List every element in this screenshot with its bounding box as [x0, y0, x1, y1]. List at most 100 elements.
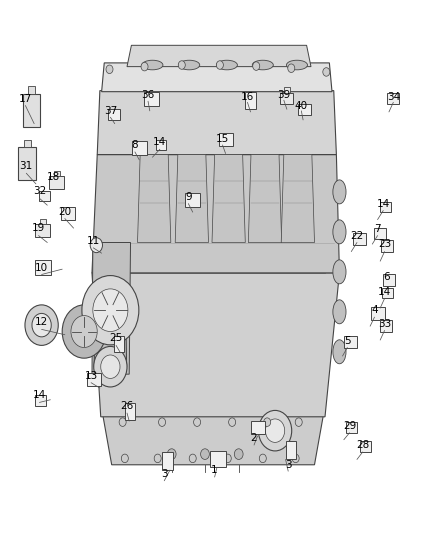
FancyBboxPatch shape [87, 373, 101, 386]
Circle shape [292, 454, 299, 463]
Circle shape [178, 61, 185, 69]
Circle shape [141, 62, 148, 71]
FancyBboxPatch shape [387, 93, 399, 104]
FancyBboxPatch shape [125, 403, 135, 420]
FancyBboxPatch shape [382, 288, 393, 298]
Text: 2: 2 [251, 433, 258, 443]
Circle shape [265, 419, 285, 442]
FancyBboxPatch shape [35, 260, 51, 275]
Text: 19: 19 [32, 223, 45, 233]
FancyBboxPatch shape [251, 421, 265, 434]
Text: 6: 6 [383, 272, 390, 282]
Polygon shape [97, 91, 336, 155]
Text: 39: 39 [277, 90, 290, 100]
FancyBboxPatch shape [39, 191, 50, 201]
FancyBboxPatch shape [286, 441, 296, 459]
Text: 4: 4 [371, 305, 378, 315]
Bar [35, 224, 50, 237]
Circle shape [101, 355, 120, 378]
Text: 9: 9 [185, 192, 192, 202]
Polygon shape [103, 416, 323, 465]
Ellipse shape [333, 340, 346, 364]
Text: 14: 14 [378, 287, 391, 297]
FancyBboxPatch shape [35, 395, 46, 406]
Text: 18: 18 [47, 172, 60, 182]
Bar [23, 94, 40, 127]
Text: 23: 23 [378, 239, 391, 249]
Text: 14: 14 [377, 199, 390, 208]
Circle shape [62, 305, 106, 358]
Text: 17: 17 [19, 94, 32, 103]
Circle shape [154, 454, 161, 463]
FancyBboxPatch shape [380, 202, 391, 212]
Ellipse shape [333, 180, 346, 204]
FancyBboxPatch shape [156, 140, 166, 150]
FancyBboxPatch shape [346, 422, 357, 433]
Polygon shape [138, 155, 171, 243]
Text: 8: 8 [131, 140, 138, 150]
Polygon shape [92, 243, 131, 374]
Polygon shape [212, 155, 245, 243]
FancyBboxPatch shape [380, 320, 392, 332]
FancyBboxPatch shape [374, 228, 386, 239]
Circle shape [229, 418, 236, 426]
FancyBboxPatch shape [371, 307, 385, 320]
Text: 22: 22 [350, 231, 364, 240]
Bar [18, 147, 36, 180]
Circle shape [189, 454, 196, 463]
Text: 36: 36 [141, 90, 155, 100]
Ellipse shape [179, 60, 200, 70]
Bar [284, 87, 290, 93]
FancyBboxPatch shape [381, 240, 393, 252]
Ellipse shape [333, 260, 346, 284]
Circle shape [295, 418, 302, 426]
Circle shape [82, 276, 139, 345]
Polygon shape [175, 155, 208, 243]
Text: 1: 1 [211, 465, 218, 475]
Text: 16: 16 [241, 92, 254, 102]
FancyBboxPatch shape [353, 233, 366, 245]
Text: 11: 11 [87, 236, 100, 246]
Text: 15: 15 [216, 134, 229, 143]
Text: 3: 3 [285, 460, 292, 470]
Text: 5: 5 [344, 336, 351, 346]
Circle shape [258, 410, 292, 451]
Circle shape [253, 62, 260, 70]
Circle shape [201, 449, 209, 459]
FancyBboxPatch shape [132, 141, 147, 155]
Text: 14: 14 [153, 138, 166, 147]
Text: 25: 25 [110, 334, 123, 343]
Bar [280, 93, 293, 104]
Circle shape [234, 449, 243, 459]
Circle shape [323, 68, 330, 76]
FancyBboxPatch shape [245, 92, 256, 109]
Text: 40: 40 [295, 101, 308, 110]
Polygon shape [102, 63, 332, 92]
Circle shape [90, 238, 102, 253]
Circle shape [224, 454, 231, 463]
FancyBboxPatch shape [162, 452, 173, 470]
Ellipse shape [216, 60, 237, 70]
Text: 32: 32 [33, 186, 46, 196]
Circle shape [159, 418, 166, 426]
FancyBboxPatch shape [219, 133, 233, 146]
Polygon shape [127, 45, 311, 67]
Bar [49, 176, 64, 189]
Circle shape [259, 454, 266, 463]
Text: 3: 3 [161, 470, 168, 479]
Circle shape [32, 313, 51, 337]
FancyBboxPatch shape [144, 92, 159, 106]
FancyBboxPatch shape [210, 451, 226, 467]
FancyBboxPatch shape [344, 336, 357, 348]
Circle shape [119, 418, 126, 426]
Text: 34: 34 [387, 92, 400, 102]
Ellipse shape [252, 60, 273, 70]
Circle shape [71, 316, 97, 348]
Ellipse shape [142, 60, 163, 70]
FancyBboxPatch shape [61, 207, 75, 220]
Polygon shape [248, 155, 282, 243]
Text: 29: 29 [343, 422, 356, 431]
Circle shape [194, 418, 201, 426]
Text: 7: 7 [374, 224, 381, 234]
Polygon shape [92, 273, 339, 417]
